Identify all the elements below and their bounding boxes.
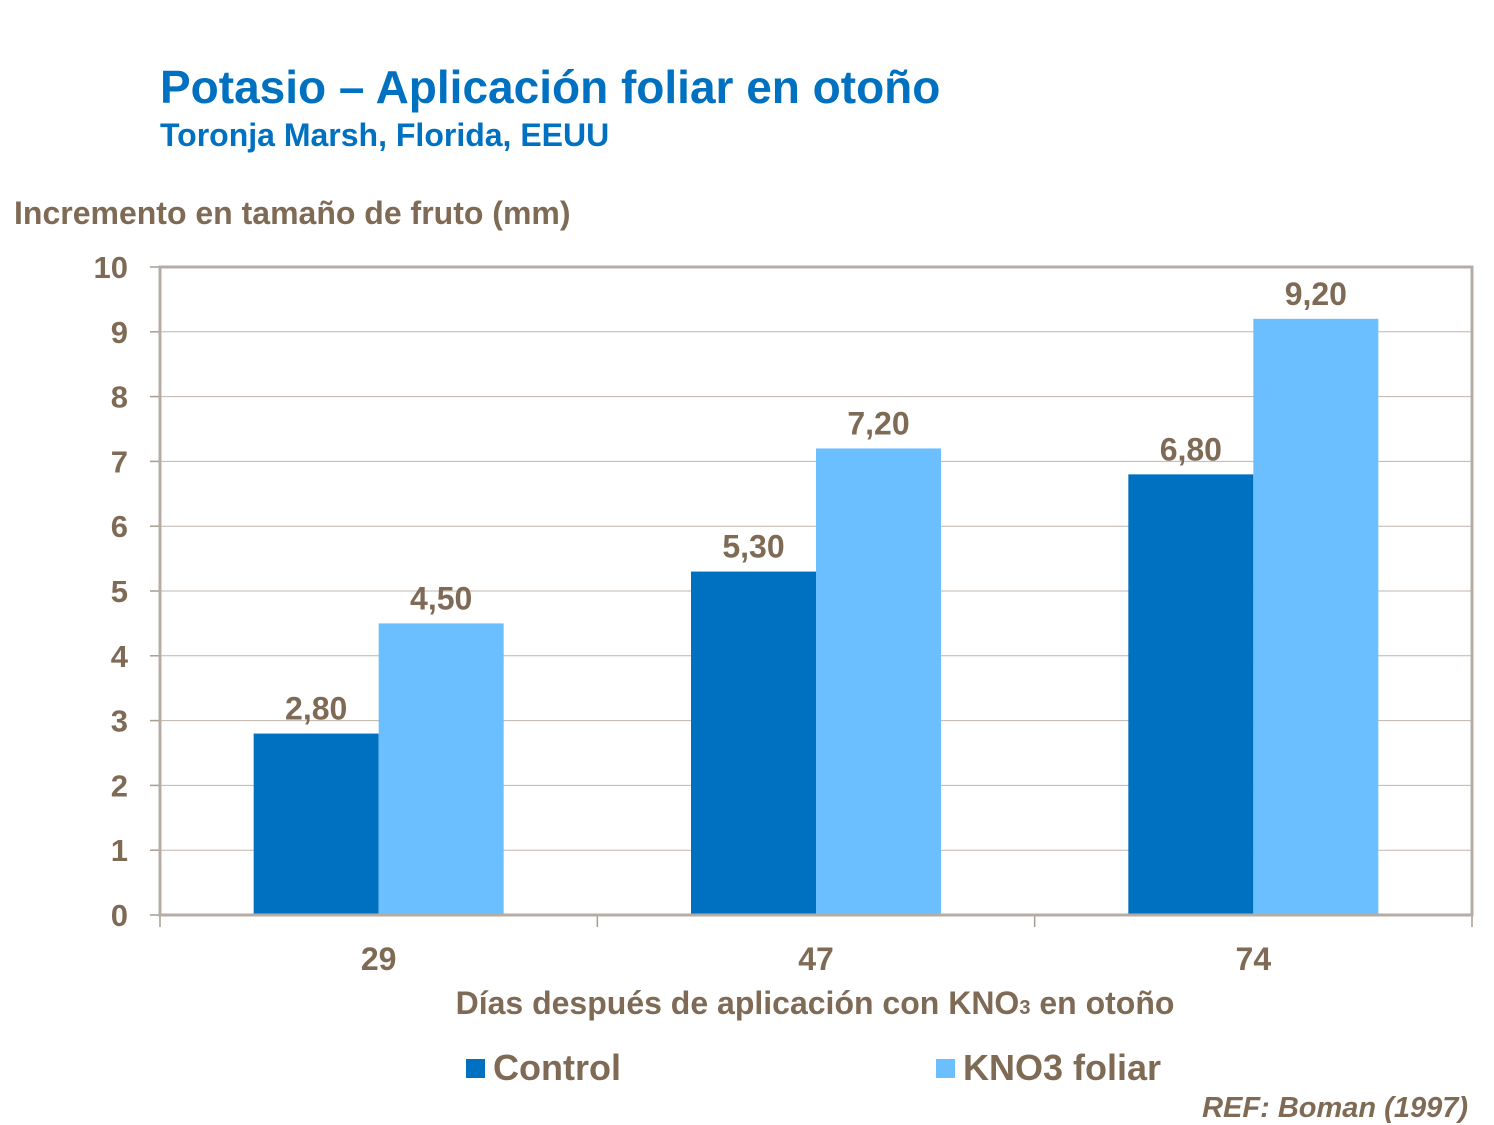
bar-control-47 [691,571,816,915]
bar-control-74 [1128,474,1254,915]
x-tick-label: 29 [361,941,397,977]
y-tick-label: 0 [111,898,128,933]
x-tick-label: 47 [798,941,834,977]
y-tick-label: 3 [111,704,128,739]
chart-title: Potasio – Aplicación foliar en otoño [160,61,941,113]
data-label: 6,80 [1160,431,1222,467]
bar-kno3-47 [816,448,941,915]
legend-swatch-kno3 [936,1058,955,1078]
bar-kno3-74 [1253,318,1379,916]
plot-frame [158,265,1474,917]
bar-kno3-29 [378,623,504,915]
x-axis-label-main: Días después de aplicación con KNO [455,985,1020,1021]
legend-label-kno3: KNO3 foliar [963,1047,1162,1088]
y-axis-label: Incremento en tamaño de fruto (mm) [14,195,571,231]
legend-label-control: Control [493,1047,621,1088]
legend-swatch-control [466,1058,485,1078]
y-tick-label: 4 [111,639,129,674]
y-tick-label: 7 [111,444,128,479]
legend-item-kno3: KNO3 foliar [936,1047,1161,1089]
x-tick-label: 74 [1236,941,1272,977]
y-tick-label: 5 [111,574,128,609]
x-axis-label-end: en otoño [1030,985,1175,1021]
data-label: 5,30 [722,529,784,565]
y-tick-label: 6 [111,509,128,544]
y-tick-label: 2 [111,768,128,803]
y-tick-label: 10 [94,250,128,285]
x-axis-label: Días después de aplicación con KNO3 en o… [0,985,1494,1022]
data-label: 7,20 [847,405,909,441]
data-label: 2,80 [285,691,347,727]
reference-note: REF: Boman (1997) [1202,1092,1468,1124]
data-label: 9,20 [1285,276,1347,312]
y-tick-label: 9 [111,315,128,350]
data-label: 4,50 [410,580,472,616]
y-tick-label: 8 [111,380,128,415]
chart-subtitle: Toronja Marsh, Florida, EEUU [160,117,610,153]
y-tick-label: 1 [111,833,128,868]
legend-item-control: Control [466,1047,621,1089]
x-axis-label-subscript: 3 [1019,997,1031,1019]
bar-control-29 [253,733,379,915]
